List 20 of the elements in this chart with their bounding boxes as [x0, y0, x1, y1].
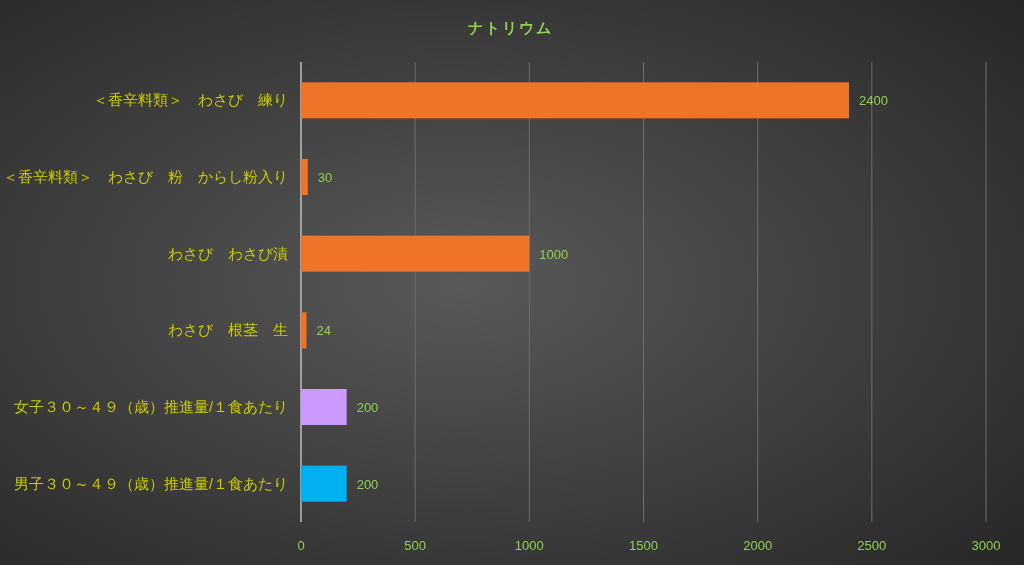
tick-x: 0 [297, 538, 305, 553]
tick-x: 1500 [629, 538, 658, 553]
category: 男子３０～４９（歳）推進量/１食あたり [13, 475, 288, 492]
tick-x: 1000 [514, 538, 544, 553]
data-label: 2400 [859, 93, 888, 109]
category: わさび わさび漬 [168, 245, 288, 262]
data-label: 200 [356, 476, 379, 492]
tick-x: 500 [404, 538, 426, 553]
data-label: 24 [316, 323, 331, 339]
tick-x: 2500 [857, 538, 887, 553]
data-label: 1000 [539, 246, 569, 262]
tick-x: 2000 [743, 538, 773, 553]
category: ＜香辛料類＞ わさび 練り [93, 92, 288, 109]
category: わさび 根茎 生 [168, 322, 288, 339]
tick-x: 3000 [971, 538, 1001, 553]
category: 女子３０～４９（歳）推進量/１食あたり [13, 399, 288, 415]
data-label: 200 [356, 400, 379, 415]
category: ＜香辛料類＞ わさび 粉 からし粉入り [3, 169, 288, 185]
title: ナトリウム [467, 19, 553, 36]
data-label: 30 [317, 170, 333, 185]
